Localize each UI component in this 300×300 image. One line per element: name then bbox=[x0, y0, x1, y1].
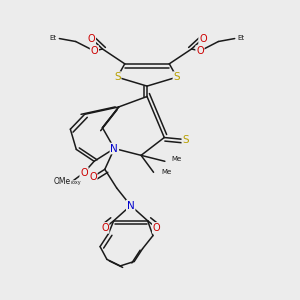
Text: Me: Me bbox=[161, 169, 171, 175]
Text: O: O bbox=[89, 172, 97, 182]
Text: O: O bbox=[153, 223, 160, 233]
Text: S: S bbox=[182, 135, 189, 145]
Text: methoxy: methoxy bbox=[60, 181, 82, 185]
Text: O: O bbox=[91, 46, 98, 56]
Text: N: N bbox=[110, 143, 118, 154]
Text: Et: Et bbox=[238, 35, 245, 41]
Text: O: O bbox=[88, 34, 95, 44]
Text: S: S bbox=[173, 72, 180, 82]
Text: O: O bbox=[101, 223, 109, 233]
Text: N: N bbox=[127, 201, 135, 211]
Text: O: O bbox=[199, 34, 207, 44]
Text: Et: Et bbox=[49, 35, 56, 41]
Text: Me: Me bbox=[171, 156, 182, 162]
Text: O: O bbox=[196, 46, 204, 56]
Text: OMe: OMe bbox=[53, 177, 70, 186]
Text: S: S bbox=[114, 72, 121, 82]
Text: O: O bbox=[80, 168, 88, 178]
